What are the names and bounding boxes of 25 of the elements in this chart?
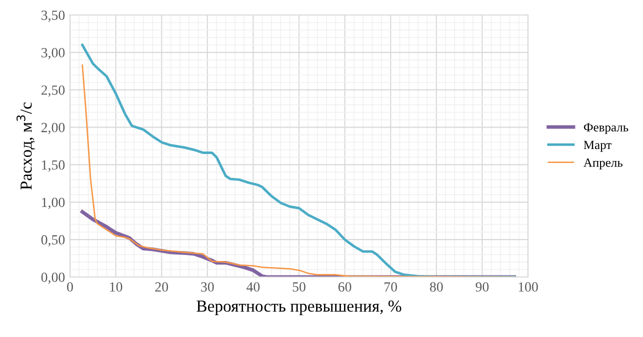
line-series <box>80 210 516 277</box>
y-tick-label: 3,00 <box>41 48 65 60</box>
y-axis-title: Расход, м$^{3}$/с <box>16 102 35 190</box>
x-tick-label: 50 <box>292 282 306 292</box>
x-axis-title: Вероятность превышения, % <box>196 300 402 316</box>
y-tick-label: 2,50 <box>41 85 65 97</box>
y-tick-label: 2,00 <box>41 122 65 134</box>
x-tick-label: 10 <box>110 282 122 292</box>
legend-label: Февраль <box>584 123 628 134</box>
y-tick-label: 1,00 <box>42 198 65 210</box>
x-tick-label: 70 <box>384 282 398 292</box>
x-tick-label: 60 <box>338 282 352 292</box>
legend-label: Апрель <box>584 158 622 170</box>
x-tick-label: 30 <box>201 282 214 292</box>
legend-label: Март <box>584 140 612 152</box>
x-tick-label: 100 <box>518 282 538 292</box>
x-tick-label: 40 <box>246 282 260 292</box>
x-tick-label: 90 <box>476 282 489 292</box>
x-tick-label: 20 <box>155 282 168 292</box>
y-tick-label: 0,50 <box>41 235 65 247</box>
y-tick-label: 1,50 <box>42 160 65 172</box>
y-tick-label: 0,00 <box>41 272 65 284</box>
x-tick-label: 0 <box>67 282 73 292</box>
x-tick-label: 80 <box>430 282 443 292</box>
y-tick-label: 3,50 <box>41 10 65 22</box>
